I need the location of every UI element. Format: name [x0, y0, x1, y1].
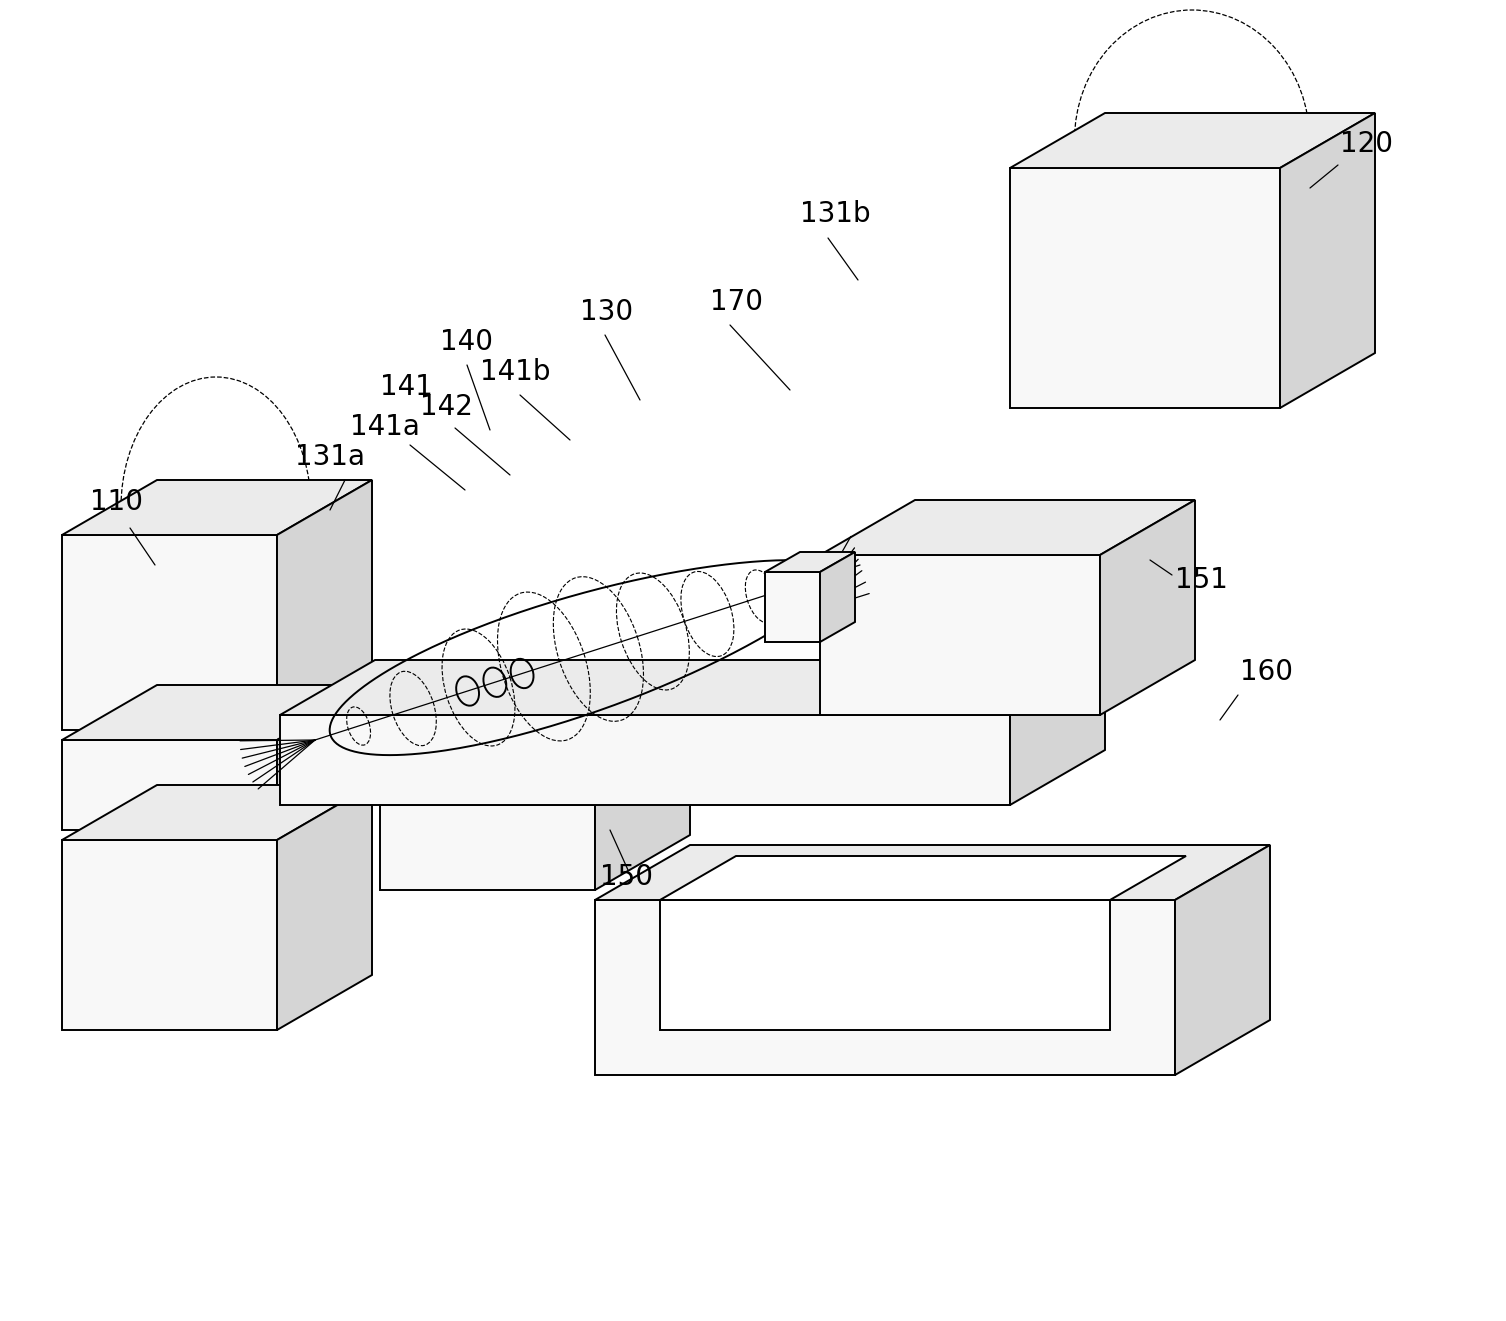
Text: 151: 151 — [1175, 565, 1227, 594]
Polygon shape — [280, 660, 1105, 715]
Polygon shape — [660, 900, 1110, 1029]
Text: 141a: 141a — [349, 413, 420, 441]
Polygon shape — [62, 480, 372, 535]
Polygon shape — [62, 740, 277, 830]
Polygon shape — [819, 552, 855, 642]
Text: 141: 141 — [380, 373, 432, 402]
Text: 110: 110 — [90, 487, 143, 517]
Polygon shape — [819, 501, 1194, 555]
Polygon shape — [1175, 845, 1270, 1075]
Polygon shape — [765, 552, 855, 572]
Text: 131b: 131b — [800, 199, 870, 229]
Polygon shape — [380, 804, 595, 890]
Text: 142: 142 — [420, 394, 473, 421]
Text: 141b: 141b — [480, 358, 551, 386]
Polygon shape — [277, 480, 372, 731]
Polygon shape — [277, 785, 372, 1030]
Text: 120: 120 — [1340, 129, 1393, 159]
Polygon shape — [62, 840, 277, 1030]
Polygon shape — [595, 900, 1175, 1075]
Polygon shape — [280, 715, 1011, 804]
Text: 131a: 131a — [295, 443, 364, 472]
Polygon shape — [1011, 114, 1375, 168]
Polygon shape — [660, 856, 1187, 900]
Polygon shape — [277, 686, 372, 830]
Polygon shape — [1280, 114, 1375, 408]
Polygon shape — [62, 785, 372, 840]
Polygon shape — [62, 535, 277, 731]
Text: 140: 140 — [440, 328, 492, 355]
Text: 130: 130 — [580, 299, 633, 326]
Polygon shape — [1099, 501, 1194, 715]
Polygon shape — [1011, 168, 1280, 408]
Polygon shape — [765, 572, 819, 642]
Polygon shape — [1011, 660, 1105, 804]
Polygon shape — [595, 845, 1270, 900]
Text: 160: 160 — [1239, 658, 1294, 686]
Polygon shape — [380, 750, 690, 804]
Polygon shape — [62, 686, 372, 740]
Polygon shape — [595, 750, 690, 890]
Text: 150: 150 — [599, 863, 654, 890]
Text: 170: 170 — [709, 288, 764, 316]
Polygon shape — [819, 555, 1099, 715]
